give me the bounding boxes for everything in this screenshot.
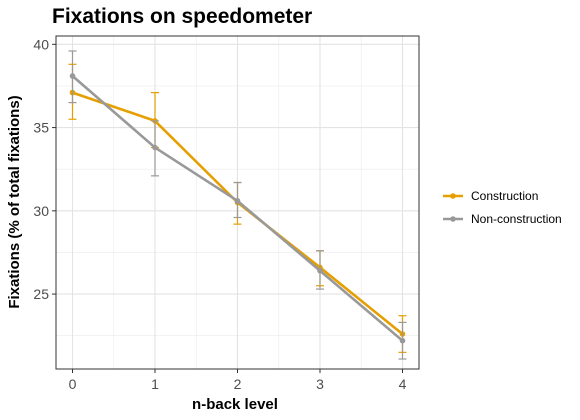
legend-label: Construction	[471, 189, 538, 203]
y-tick-label: 35	[33, 120, 49, 136]
chart-title: Fixations on speedometer	[52, 5, 312, 28]
y-tick-label: 40	[33, 36, 49, 52]
y-tick-label: 25	[33, 286, 49, 302]
series-1	[68, 50, 407, 360]
data-point	[234, 198, 241, 204]
x-axis-ticks: 0 1 2 3 4	[69, 369, 407, 392]
y-axis-ticks: 25 30 35 40	[33, 36, 56, 302]
data-point	[317, 267, 323, 274]
x-tick-label: 2	[234, 376, 242, 392]
grid	[56, 36, 419, 369]
legend-item: Non-construction	[443, 212, 562, 226]
data-point	[69, 73, 76, 79]
x-tick-label: 4	[399, 376, 407, 392]
data-point	[399, 337, 406, 344]
x-axis-title: n-back level	[192, 396, 278, 413]
x-tick-label: 3	[316, 376, 324, 392]
legend-key-point	[450, 216, 456, 222]
y-axis-title: Fixations (% of total fixations)	[6, 95, 23, 308]
series-layer	[68, 50, 407, 360]
legend-label: Non-construction	[471, 212, 562, 226]
data-point	[152, 144, 158, 151]
y-tick-label: 30	[33, 203, 49, 219]
legend-item: Construction	[443, 189, 538, 203]
x-tick-label: 0	[69, 376, 77, 392]
legend: Construction Non-construction	[443, 189, 562, 226]
legend-key-point	[450, 193, 456, 199]
x-tick-label: 1	[151, 376, 159, 392]
